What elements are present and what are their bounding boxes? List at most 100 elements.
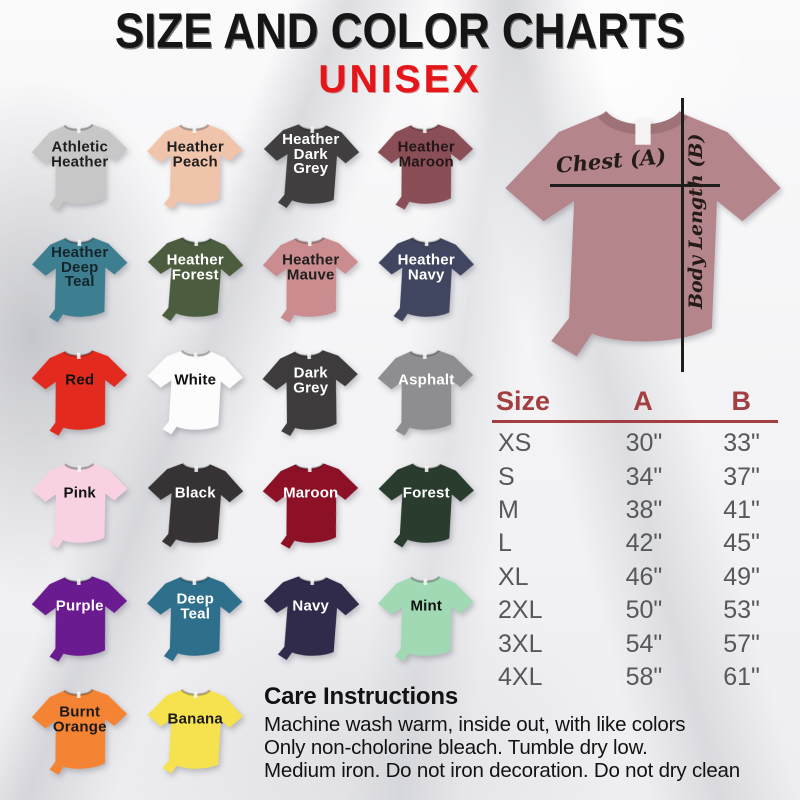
shirt-color-swatch: Navy [253,562,369,675]
size-cell: S [498,462,515,491]
tshirt-icon [31,462,128,549]
size-table-row: S 34" 37" [492,460,784,493]
chest-cell: 58" [625,662,663,691]
color-name-label: White [174,371,217,389]
tshirt-icon [31,688,127,775]
size-table-row: M 38" 41" [492,494,784,527]
shirt-color-swatch: Heather Deep Teal [22,223,138,336]
tshirt-icon [378,236,475,322]
color-name-label: Red [65,371,95,389]
chest-cell: 54" [625,629,663,658]
shirt-color-swatch: Purple [22,562,138,675]
tshirt-icon [147,688,244,774]
care-instruction-line: Machine wash warm, inside out, with like… [264,713,686,736]
size-table-row: 3XL 54" 57" [492,627,784,660]
header-a: A [633,386,653,416]
body-length-label: Body Length (B) [685,133,707,309]
shirt-color-swatch: White [138,336,254,449]
length-cell: 33" [723,429,760,458]
color-name-label: Deep Teal [176,590,214,623]
page-title: SIZE AND COLOR CHARTS [114,4,686,59]
tshirt-icon [262,462,358,549]
chest-cell: 30" [625,429,663,458]
header-b: B [731,386,752,416]
chest-cell: 42" [625,529,663,558]
chest-cell: 38" [625,495,663,524]
size-chart-table: Size A B XS 30" 33" S 34" 37" M 38" 41" … [492,386,784,694]
size-cell: 4XL [498,662,543,691]
size-table-row: L 42" 45" [492,527,784,560]
chest-measure-line [550,184,720,187]
size-cell: L [498,529,512,558]
size-table-header: Size A B [492,386,784,417]
size-cell: XL [498,562,529,591]
tshirt-icon [262,349,358,437]
chest-cell: 46" [625,562,663,591]
shirt-color-swatch: Heather Mauve [253,223,369,336]
color-name-label: Heather Maroon [397,138,455,171]
length-cell: 53" [723,596,760,625]
tshirt-icon [31,349,127,436]
length-cell: 57" [723,629,760,658]
tshirt-icon [31,575,127,662]
shirt-color-swatch: Black [138,449,254,562]
tshirt-icon [378,123,474,210]
tshirt-icon [147,349,244,435]
shirt-color-swatch: Maroon [253,449,369,562]
color-name-label: Black [174,484,216,502]
tshirt-icon [148,462,244,548]
tshirt-icon [378,575,474,662]
size-table-row: 2XL 50" 53" [492,594,784,627]
shirt-color-swatch: Pink [22,449,138,562]
tshirt-icon [31,123,127,210]
color-name-label: Asphalt [398,371,455,389]
page-subtitle: UNISEX [318,58,482,101]
color-name-label: Forest [402,484,450,502]
size-cell: XS [498,429,532,458]
color-name-label: Mint [410,597,443,615]
color-swatch-grid: Athletic Heather Heather Peach Heather D… [22,110,484,788]
shirt-color-swatch: Heather Peach [138,110,254,223]
color-name-label: Purple [55,597,104,615]
shirt-color-swatch: Heather Navy [369,223,485,336]
size-cell: M [498,495,519,524]
length-cell: 45" [723,529,760,558]
tshirt-icon [31,236,128,323]
measurement-tshirt-icon [505,110,781,357]
length-cell: 61" [723,662,760,691]
color-name-label: Navy [292,597,330,615]
color-name-label: Pink [63,484,96,502]
shirt-color-swatch: Heather Dark Grey [253,110,369,223]
color-name-label: Heather Navy [397,251,455,284]
size-table-body: XS 30" 33" S 34" 37" M 38" 41" L 42" 45"… [492,427,784,694]
shirt-color-swatch: Asphalt [369,336,485,449]
body-length-measure-line [681,98,684,372]
length-cell: 49" [723,562,760,591]
chest-cell: 50" [625,596,663,625]
color-name-label: Athletic Heather [51,138,109,171]
color-name-label: Dark Grey [293,364,329,397]
header-size: Size [496,386,551,416]
size-table-row: XS 30" 33" [492,427,784,460]
shirt-color-swatch: Mint [369,562,485,675]
shirt-color-swatch: Burnt Orange [22,675,138,788]
care-instructions-title: Care Instructions [264,683,458,710]
shirt-color-swatch: Heather Forest [138,223,254,336]
shirt-color-swatch: Athletic Heather [22,110,138,223]
color-name-label: Banana [167,710,223,728]
care-instructions-body: Machine wash warm, inside out, with like… [264,713,798,783]
color-name-label: Heather Dark Grey [282,131,340,178]
color-name-label: Maroon [283,484,339,502]
tshirt-icon [378,349,474,436]
shirt-color-swatch: Banana [138,675,254,788]
length-cell: 37" [723,462,760,491]
shirt-color-swatch: Heather Maroon [369,110,485,223]
shirt-color-swatch: Deep Teal [138,562,254,675]
measurement-shirt: Chest (A) Body Length (B) [490,88,796,388]
tshirt-icon [378,462,475,548]
size-cell: 3XL [498,629,543,658]
page-header: SIZE AND COLOR CHARTS UNISEX [0,4,800,102]
size-cell: 2XL [498,596,543,625]
color-name-label: Heather Peach [166,138,224,171]
shirt-color-swatch: Dark Grey [253,336,369,449]
